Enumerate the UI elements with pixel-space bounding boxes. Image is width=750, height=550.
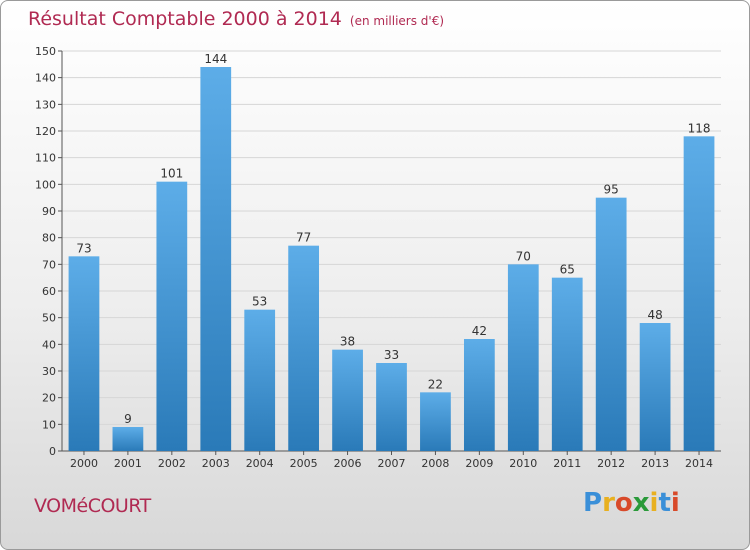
x-tick-label: 2010	[509, 457, 537, 470]
bar-2006	[332, 349, 363, 451]
y-tick-label: 150	[35, 45, 56, 58]
data-label: 42	[472, 324, 487, 338]
x-tick-label: 2004	[246, 457, 274, 470]
x-tick-label: 2005	[290, 457, 318, 470]
logo-letter: i	[649, 488, 659, 518]
proxiti-logo[interactable]: Proxiti	[583, 488, 680, 518]
x-tick-label: 2002	[158, 457, 186, 470]
logo-letter: o	[614, 488, 633, 518]
y-tick-label: 60	[42, 285, 56, 298]
x-tick-label: 2006	[334, 457, 362, 470]
x-tick-label: 2011	[553, 457, 581, 470]
data-label: 38	[340, 335, 355, 349]
data-label: 77	[296, 231, 311, 245]
bar-2013	[639, 323, 671, 451]
y-tick-label: 90	[42, 205, 56, 218]
y-tick-label: 120	[35, 125, 56, 138]
logo-letter: P	[583, 488, 603, 518]
logo-letter: i	[670, 488, 680, 518]
logo-letter: t	[658, 488, 671, 518]
bar-2010	[507, 264, 539, 451]
bars	[68, 67, 715, 452]
y-tick-label: 40	[42, 338, 56, 351]
data-label: 48	[647, 308, 662, 322]
data-label: 101	[160, 167, 183, 181]
bar-2014	[683, 136, 715, 452]
y-tick-label: 70	[42, 258, 56, 271]
x-tick-label: 2003	[202, 457, 230, 470]
data-label: 73	[76, 241, 91, 255]
bar-2009	[463, 339, 495, 451]
bar-2002	[156, 181, 188, 451]
data-label: 144	[204, 52, 227, 66]
y-tick-label: 50	[42, 312, 56, 325]
bar-2000	[68, 256, 100, 451]
y-tick-label: 100	[35, 178, 56, 191]
x-tick-label: 2012	[597, 457, 625, 470]
data-label: 70	[516, 249, 531, 263]
bar-2011	[551, 277, 583, 451]
y-tick-label: 110	[35, 152, 56, 165]
bar-2012	[595, 197, 627, 451]
x-tick-label: 2009	[465, 457, 493, 470]
chart-title: Résultat Comptable 2000 à 2014 (en millie…	[28, 8, 444, 30]
data-label: 53	[252, 295, 267, 309]
data-label: 33	[384, 348, 399, 362]
bar-2004	[244, 309, 276, 451]
chart-title-text: Résultat Comptable 2000 à 2014	[28, 8, 342, 30]
data-label: 9	[124, 412, 132, 426]
labels: 0 10 20 30 40 50 60 70 80 90 100 110 120 130 140 150 73 2…	[35, 45, 713, 470]
y-tick-label: 10	[42, 418, 56, 431]
logo-letter: x	[632, 488, 650, 518]
x-tick-label: 2013	[641, 457, 669, 470]
logo-letter: r	[602, 488, 615, 518]
y-tick-label: 80	[42, 232, 56, 245]
chart-unit: (en milliers d'€)	[349, 14, 445, 28]
y-tick-label: 130	[35, 98, 56, 111]
x-tick-label: 2008	[421, 457, 449, 470]
commune-name: VOMéCOURT	[34, 495, 151, 517]
data-label: 118	[688, 121, 711, 135]
y-tick-label: 20	[42, 392, 56, 405]
bar-2007	[376, 363, 407, 451]
data-label: 22	[428, 377, 443, 391]
bar-2003	[200, 67, 232, 451]
x-tick-label: 2014	[685, 457, 713, 470]
bar-2008	[420, 392, 451, 451]
y-tick-label: 0	[49, 445, 56, 458]
x-tick-label: 2007	[378, 457, 406, 470]
x-tick-label: 2001	[114, 457, 142, 470]
x-tick-label: 2000	[70, 457, 98, 470]
y-tick-label: 30	[42, 365, 56, 378]
data-label: 65	[560, 263, 575, 277]
data-label: 95	[604, 183, 619, 197]
y-tick-label: 140	[35, 72, 56, 85]
bar-2001	[112, 427, 144, 451]
bar-2005	[288, 245, 320, 451]
